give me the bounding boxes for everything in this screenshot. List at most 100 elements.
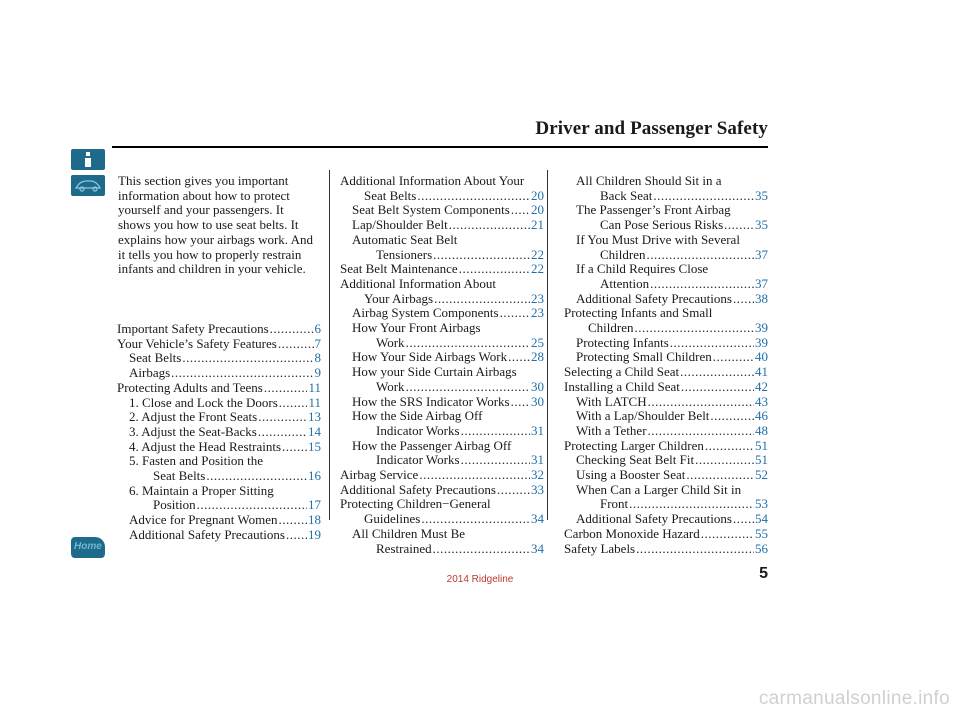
toc-entry[interactable]: Lap/Shoulder Belt 21	[340, 217, 544, 233]
toc-entry[interactable]: Airbags 9	[117, 365, 322, 381]
page-link[interactable]: 11	[308, 379, 321, 395]
toc-entry[interactable]: Installing a Child Seat 42	[564, 378, 768, 395]
page-link[interactable]: 30	[531, 378, 544, 394]
toc-entry[interactable]: Your Vehicle’s Safety Features 7	[117, 335, 322, 352]
toc-entry[interactable]: Airbag System Components 23	[340, 306, 544, 321]
toc-entry[interactable]: Seat Belts 8	[117, 351, 321, 366]
page-link[interactable]: 11	[308, 394, 321, 410]
page-link[interactable]: 35	[755, 187, 768, 203]
page-link[interactable]: 56	[755, 540, 768, 556]
page-link[interactable]: 32	[531, 467, 544, 483]
toc-entry[interactable]: Checking Seat Belt Fit 51	[564, 453, 768, 468]
page-link[interactable]: 42	[755, 378, 768, 394]
page-link[interactable]: 23	[531, 305, 544, 321]
page-link[interactable]: 30	[531, 393, 544, 409]
page-link[interactable]: 6	[314, 321, 322, 336]
car-icon[interactable]	[71, 175, 105, 196]
toc-entry[interactable]: 2. Adjust the Front Seats 13	[117, 410, 321, 425]
toc-entry[interactable]: How the SRS Indicator Works 30	[340, 393, 544, 410]
page-link[interactable]: 19	[308, 526, 321, 542]
toc-entry[interactable]: Seat Belt System Components 20	[340, 203, 544, 218]
toc-entry[interactable]: Important Safety Precautions 6	[117, 321, 322, 337]
page-link[interactable]: 22	[531, 261, 544, 277]
page-link[interactable]: 51	[755, 452, 768, 468]
page-link[interactable]: 22	[531, 246, 544, 262]
page-link[interactable]: 23	[531, 290, 544, 306]
toc-entry[interactable]: Carbon Monoxide Hazard 55	[564, 525, 768, 542]
home-icon[interactable]: Home	[71, 537, 105, 558]
toc-entry[interactable]: Airbag Service 32	[340, 467, 544, 483]
toc-entry[interactable]: Additional Safety Precautions 38	[564, 290, 768, 307]
page-link[interactable]: 13	[308, 409, 321, 425]
page-link[interactable]: 25	[531, 334, 544, 350]
page-link[interactable]: 37	[755, 275, 768, 291]
page-link[interactable]: 39	[755, 334, 768, 350]
page-link[interactable]: 14	[308, 423, 321, 439]
page-link[interactable]: 51	[755, 437, 768, 453]
page-link[interactable]: 16	[308, 468, 321, 484]
toc-entry[interactable]: Protecting Infants 39	[564, 334, 768, 351]
toc-entry[interactable]: Using a Booster Seat 52	[564, 467, 768, 483]
toc-entry[interactable]: Additional Safety Precautions 54	[564, 511, 768, 527]
toc-entry[interactable]: Protecting Small Children 40	[564, 350, 768, 365]
page-link[interactable]: 31	[531, 422, 544, 438]
toc-entry[interactable]: Selecting a Child Seat 41	[564, 364, 768, 380]
page-link[interactable]: 34	[531, 540, 544, 556]
page-link[interactable]: 20	[531, 202, 544, 218]
page-link[interactable]: 18	[308, 512, 321, 528]
page-link[interactable]: 15	[308, 438, 321, 454]
toc-entry[interactable]: Additional Safety Precautions 19	[117, 526, 321, 543]
toc-entry[interactable]: How Your Side Airbags Work 28	[340, 350, 544, 365]
toc-entry[interactable]: Advice for Pregnant Women 18	[117, 512, 321, 528]
toc-entry[interactable]: Additional Safety Precautions 33	[340, 481, 544, 498]
page-link[interactable]: 43	[755, 393, 768, 409]
toc-entry[interactable]: Additional Information About Your Seat Be…	[340, 173, 544, 203]
page-link[interactable]: 38	[755, 290, 768, 306]
page-link[interactable]: 17	[308, 497, 321, 513]
page-link[interactable]: 20	[531, 187, 544, 203]
page-link[interactable]: 40	[755, 349, 768, 365]
toc-entry[interactable]: How the Passenger Airbag Off Indicator Wo…	[340, 438, 544, 468]
page-link[interactable]: 8	[314, 350, 322, 366]
page-link[interactable]: 34	[531, 511, 544, 527]
toc-entry[interactable]: With LATCH 43	[564, 393, 768, 410]
toc-entry[interactable]: With a Lap/Shoulder Belt 46	[564, 409, 768, 424]
toc-entry[interactable]: 4. Adjust the Head Restraints 15	[117, 438, 321, 455]
toc-entry[interactable]: The Passenger’s Front Airbag Can Pose Ser…	[564, 203, 768, 232]
toc-entry[interactable]: Protecting Adults and Teens 11	[117, 379, 321, 396]
toc-entry[interactable]: With a Tether 48	[564, 422, 768, 439]
toc-entry[interactable]: Additional Information About Your Airbags…	[340, 276, 544, 306]
page-link[interactable]: 46	[755, 408, 768, 424]
toc-entry[interactable]: Seat Belt Maintenance 22	[340, 262, 544, 277]
page-link[interactable]: 33	[531, 481, 544, 497]
page-link[interactable]: 31	[531, 452, 544, 468]
page-link[interactable]: 55	[755, 525, 768, 541]
page-link[interactable]: 48	[755, 422, 768, 438]
page-link[interactable]: 35	[755, 217, 768, 233]
page-link[interactable]: 28	[531, 349, 544, 365]
toc-entry[interactable]: Protecting Larger Children 51	[564, 437, 768, 454]
toc-entry[interactable]: Safety Labels 56	[564, 540, 768, 557]
page-link[interactable]: 7	[314, 335, 322, 351]
page-link[interactable]: 39	[755, 320, 768, 336]
toc-entry[interactable]: 1. Close and Lock the Doors 11	[117, 394, 321, 411]
page-link[interactable]: 37	[755, 246, 768, 262]
toc-entry[interactable]: 3. Adjust the Seat-Backs 14	[117, 423, 321, 440]
page-link[interactable]: 9	[314, 365, 322, 381]
page-link[interactable]: 54	[755, 511, 768, 527]
page-link[interactable]: 21	[531, 217, 544, 233]
page-link[interactable]: 53	[755, 496, 768, 512]
page-link[interactable]: 52	[755, 467, 768, 483]
